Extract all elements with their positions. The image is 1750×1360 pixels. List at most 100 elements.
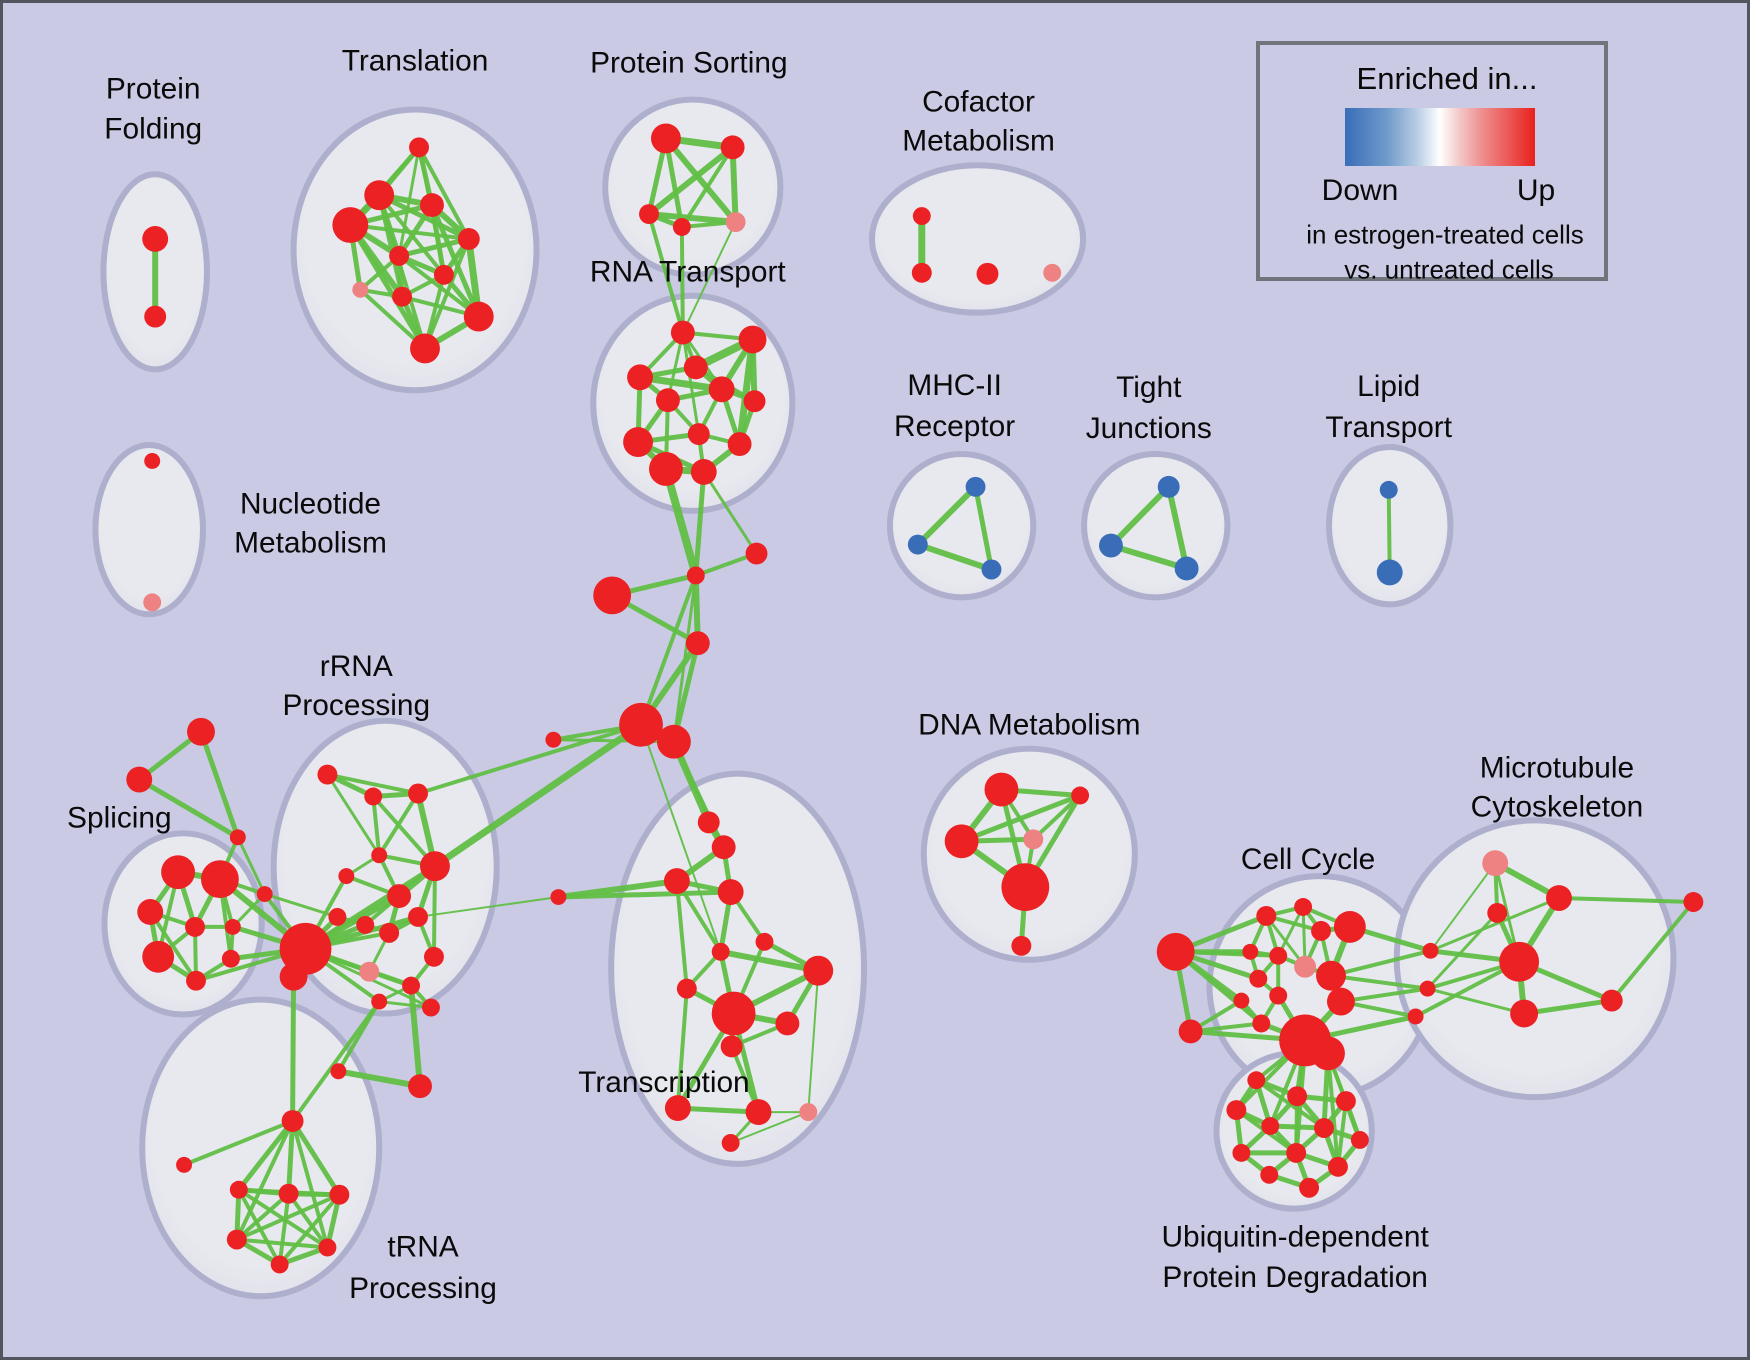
network-node-CC3[interactable] [1311, 920, 1331, 941]
network-node-TN0[interactable] [663, 868, 690, 895]
network-node-RT7[interactable] [743, 390, 766, 413]
network-node-T3[interactable] [420, 193, 444, 218]
network-node-TP6[interactable] [270, 1255, 289, 1274]
network-node-G3[interactable] [1174, 556, 1199, 581]
network-node-U12[interactable] [1299, 1177, 1320, 1198]
network-node-RL2[interactable] [408, 1074, 432, 1099]
network-node-S6[interactable] [142, 940, 175, 973]
network-node-CM1[interactable] [912, 207, 931, 226]
network-node-CM4[interactable] [1043, 263, 1062, 282]
network-node-TN9[interactable] [745, 1099, 772, 1126]
network-node-L2[interactable] [1376, 559, 1403, 586]
network-node-PF2[interactable] [144, 305, 167, 328]
network-node-TC2[interactable] [711, 835, 736, 860]
network-node-S2[interactable] [200, 860, 239, 899]
network-node-TN1[interactable] [717, 879, 744, 906]
network-node-MP[interactable] [1482, 850, 1509, 877]
network-node-CC1[interactable] [1256, 905, 1277, 926]
network-node-R17[interactable] [256, 886, 273, 903]
network-node-S7[interactable] [186, 970, 206, 991]
network-node-CB[interactable] [593, 576, 632, 615]
network-node-TP0[interactable] [281, 1110, 304, 1132]
network-node-CC12[interactable] [1326, 987, 1355, 1016]
network-node-M5[interactable] [1510, 999, 1539, 1028]
network-node-TN4[interactable] [676, 978, 697, 999]
network-node-PS5[interactable] [725, 212, 746, 232]
network-node-TP1[interactable] [229, 1180, 248, 1199]
network-node-TP4[interactable] [226, 1229, 247, 1250]
network-node-TN3[interactable] [711, 942, 730, 961]
network-node-RT9[interactable] [623, 427, 653, 457]
network-node-CC7[interactable] [1249, 969, 1268, 988]
network-node-U2[interactable] [1287, 1086, 1308, 1107]
network-node-R11[interactable] [408, 906, 428, 927]
network-node-M2[interactable] [1546, 885, 1572, 911]
network-node-PS2[interactable] [720, 135, 745, 160]
network-node-T4[interactable] [332, 207, 369, 243]
network-node-R13[interactable] [402, 976, 421, 995]
network-node-MB[interactable] [1499, 941, 1540, 982]
network-node-S1[interactable] [161, 855, 196, 890]
network-node-TN8[interactable] [664, 1095, 691, 1122]
network-node-M7[interactable] [1683, 892, 1704, 912]
network-node-R15[interactable] [423, 946, 444, 967]
network-node-U11[interactable] [1260, 1165, 1279, 1184]
network-node-R10[interactable] [379, 922, 400, 943]
network-node-TN11[interactable] [721, 1133, 740, 1152]
network-node-D6[interactable] [1011, 935, 1032, 956]
network-node-J1[interactable] [686, 566, 705, 585]
network-node-U5[interactable] [1261, 1117, 1280, 1135]
network-node-MJ1[interactable] [1422, 942, 1439, 959]
network-node-RT6[interactable] [655, 388, 680, 413]
network-node-N1[interactable] [144, 453, 161, 469]
network-node-CMID[interactable] [685, 631, 710, 656]
network-node-U3[interactable] [1335, 1091, 1356, 1112]
network-node-HUB2[interactable] [279, 962, 308, 991]
network-node-ST1[interactable] [187, 717, 215, 746]
network-node-R7[interactable] [387, 884, 412, 908]
network-node-R4[interactable] [338, 868, 355, 885]
network-node-DA[interactable] [619, 702, 663, 747]
network-node-MJ3[interactable] [1407, 1008, 1424, 1025]
network-node-CM3[interactable] [976, 262, 999, 285]
network-node-RT12[interactable] [690, 458, 717, 485]
network-node-T9[interactable] [392, 286, 413, 307]
network-node-H1[interactable] [965, 476, 986, 497]
network-node-R8[interactable] [328, 907, 347, 926]
network-node-H2[interactable] [907, 534, 928, 555]
network-node-TN6[interactable] [775, 1011, 800, 1036]
network-node-H3[interactable] [981, 559, 1002, 580]
network-node-U7[interactable] [1350, 1131, 1369, 1149]
network-node-TP2[interactable] [278, 1183, 299, 1204]
network-node-CC2[interactable] [1294, 898, 1313, 916]
network-node-PS1[interactable] [650, 123, 681, 154]
network-node-R12[interactable] [359, 961, 380, 982]
network-node-T6[interactable] [389, 245, 410, 266]
network-node-RT4[interactable] [627, 364, 653, 391]
network-node-D4[interactable] [1023, 829, 1044, 850]
network-node-CCG2[interactable] [1311, 1036, 1345, 1071]
network-node-TL[interactable] [550, 889, 567, 906]
network-node-CC9[interactable] [1269, 986, 1288, 1005]
network-node-D3[interactable] [944, 824, 979, 859]
network-node-RL1[interactable] [330, 1063, 347, 1080]
network-node-S5[interactable] [224, 918, 241, 935]
network-node-CCa[interactable] [1178, 1019, 1203, 1044]
network-node-R2[interactable] [364, 787, 383, 806]
network-node-TN5[interactable] [803, 955, 834, 986]
network-node-G2[interactable] [1099, 533, 1123, 558]
network-node-TN2[interactable] [755, 932, 774, 951]
network-node-S3[interactable] [137, 899, 164, 925]
network-node-CC6[interactable] [1269, 946, 1288, 965]
network-node-RT11[interactable] [649, 452, 683, 486]
network-node-U6[interactable] [1314, 1118, 1334, 1138]
network-node-PS3[interactable] [639, 204, 659, 225]
network-node-ST2[interactable] [126, 766, 153, 793]
network-node-T5[interactable] [457, 228, 480, 250]
network-node-RT10[interactable] [727, 432, 752, 456]
network-node-T8[interactable] [352, 281, 369, 298]
network-node-CR[interactable] [745, 542, 768, 565]
network-node-S8[interactable] [221, 949, 240, 968]
network-node-DB[interactable] [656, 724, 691, 759]
network-node-CC8[interactable] [1316, 960, 1346, 991]
